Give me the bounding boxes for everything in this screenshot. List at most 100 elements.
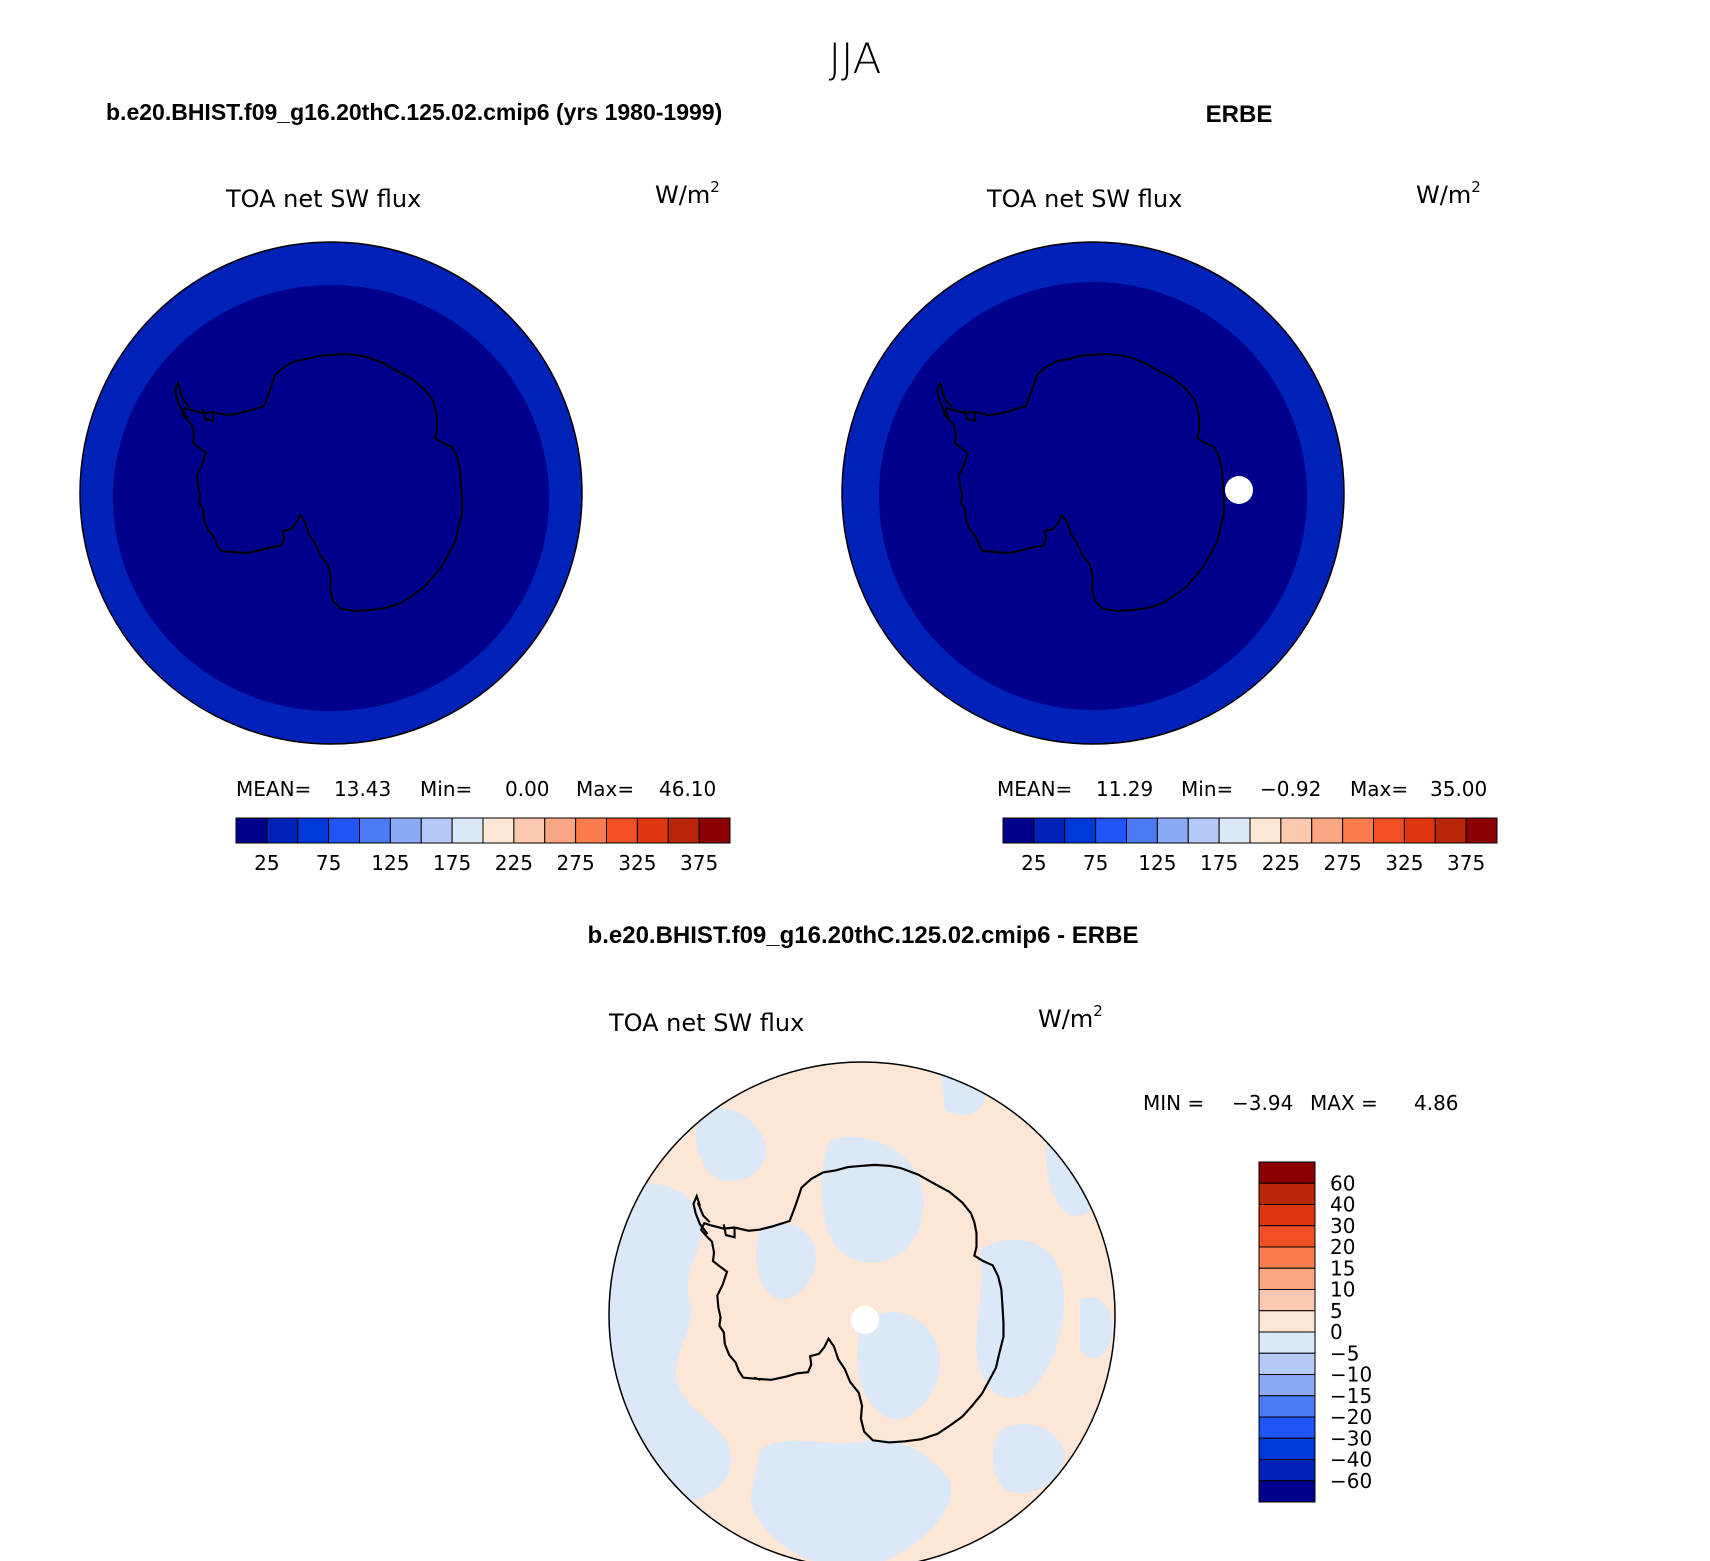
colorbar-model-swatch [451,817,484,844]
map-obs [842,242,1344,744]
colorbar-obs-swatch [1095,817,1127,844]
colorbar-model-swatch [420,817,453,844]
panel-model: b.e20.BHIST.f09_g16.20thC.125.02.cmip6 (… [79,99,731,875]
colorbar-diff-swatch [1258,1310,1316,1333]
map-obs-pole-hole [1225,476,1253,504]
colorbar-obs-swatch [1342,817,1374,844]
colorbar-model-swatch [513,817,546,844]
colorbar-obs-tick-label: 175 [1200,851,1238,875]
colorbar-diff-swatch [1258,1182,1316,1205]
colorbar-model-swatch [698,817,731,844]
colorbar-model-swatch [297,817,330,844]
map-model [80,242,582,744]
figure-title: JJA [829,34,882,83]
colorbar-model-swatch [482,817,515,844]
colorbar-diff-tick-label: 20 [1330,1235,1355,1259]
colorbar-diff-swatch [1258,1352,1316,1375]
panel-diff-variable: TOA net SW flux [608,1009,804,1037]
map-diff-pole-hole [851,1306,879,1334]
colorbar-obs-swatch [1465,817,1498,844]
colorbar-model-swatch [544,817,577,844]
colorbar-model-tick-label: 125 [371,851,409,875]
colorbar-diff-tick-label: −5 [1330,1341,1359,1365]
colorbar-diff-swatch [1258,1480,1316,1503]
colorbar-diff-swatch [1258,1416,1316,1439]
colorbar-model-swatch [636,817,669,844]
colorbar-model-tick-label: 175 [433,851,471,875]
colorbar-diff-swatch [1258,1204,1316,1227]
colorbar-obs-tick-label: 125 [1138,851,1176,875]
colorbar-obs-tick-label: 275 [1324,851,1362,875]
colorbar-obs-tick-label: 325 [1385,851,1423,875]
colorbar-model-tick-label: 325 [618,851,656,875]
colorbar-obs-swatch [1033,817,1066,844]
colorbar-diff-tick-label: 40 [1330,1193,1355,1217]
colorbar-obs-swatch [1126,817,1158,844]
panel-model-stats: MEAN= 13.43 Min= 0.00 Max= 46.10 [236,777,716,801]
panel-obs: ERBE TOA net SW flux W/m2 MEAN= 11.29 Mi… [841,101,1498,875]
map-diff-boundary [608,1061,1116,1561]
colorbar-obs-swatch [1373,817,1405,844]
panel-diff: b.e20.BHIST.f09_g16.20thC.125.02.cmip6 -… [588,922,1459,1561]
colorbar-obs-tick-label: 225 [1262,851,1300,875]
colorbar-obs-swatch [1156,817,1189,844]
map-model-boundary [79,241,583,745]
panel-obs-stats: MEAN= 11.29 Min= −0.92 Max= 35.00 [997,777,1487,801]
map-diff [609,1062,1115,1561]
colorbar-diff-swatch [1258,1225,1316,1248]
colorbar-diff-tick-label: −15 [1330,1384,1372,1408]
panel-diff-units: W/m2 [1038,1002,1103,1033]
panel-model-header: b.e20.BHIST.f09_g16.20thC.125.02.cmip6 (… [106,99,722,125]
colorbar-diff-swatch [1258,1437,1316,1460]
colorbar-obs-tick-label: 75 [1083,851,1108,875]
colorbar-obs-swatch [1434,817,1467,844]
colorbar-diff-swatch [1258,1267,1316,1290]
panel-obs-units: W/m2 [1416,178,1481,209]
colorbar-diff-swatch [1258,1161,1316,1184]
colorbar-obs-swatch [1280,817,1313,844]
panel-obs-header: ERBE [1206,101,1273,128]
panel-obs-variable: TOA net SW flux [986,185,1182,213]
colorbar-obs-swatch [1311,817,1344,844]
colorbar-obs-tick-label: 375 [1447,851,1485,875]
panel-model-variable: TOA net SW flux [225,185,421,213]
colorbar-obs-swatch [1187,817,1220,844]
colorbar-obs-swatch [1249,817,1282,844]
colorbar-obs-swatch [1002,817,1035,844]
map-obs-interior [879,282,1307,710]
colorbar-model-swatch [266,817,299,844]
colorbar-diff-tick-label: −40 [1330,1448,1372,1472]
colorbar-diff-tick-label: 15 [1330,1256,1355,1280]
colorbar-model-swatch [328,817,360,844]
colorbar-diff-tick-label: 10 [1330,1278,1355,1302]
colorbar-diff-tick-label: 60 [1330,1171,1355,1195]
colorbar-model-tick-label: 225 [495,851,533,875]
colorbar-model-tick-label: 25 [254,851,279,875]
colorbar-diff-swatch [1258,1289,1316,1312]
panel-model-units: W/m2 [655,178,720,209]
panel-diff-header: b.e20.BHIST.f09_g16.20thC.125.02.cmip6 -… [588,922,1139,949]
colorbar-diff-tick-label: −20 [1330,1405,1372,1429]
colorbar-model-swatch [359,817,391,844]
colorbar-diff-swatch [1258,1246,1316,1269]
colorbar-diff-swatch [1258,1459,1316,1482]
colorbar-model-swatch [389,817,422,844]
colorbar-diff-tick-label: −10 [1330,1363,1372,1387]
colorbar-model: 25 75 125 175 225 275 325 375 [235,817,731,875]
colorbar-model-swatch [667,817,700,844]
colorbar-diff-tick-label: 5 [1330,1299,1343,1323]
colorbar-model-tick-label: 375 [680,851,718,875]
colorbar-diff-swatch [1258,1374,1316,1397]
map-obs-boundary [841,241,1345,745]
colorbar-obs-swatch [1218,817,1251,844]
colorbar-model-swatch [606,817,638,844]
colorbar-model-tick-label: 75 [316,851,341,875]
map-model-interior [113,285,549,711]
colorbar-diff-swatch [1258,1395,1316,1418]
map-diff-negative-regions [609,1062,1113,1561]
panel-diff-stats: MIN = −3.94 MAX = 4.86 [1143,1091,1459,1115]
colorbar-model-tick-label: 275 [557,851,595,875]
colorbar-model-swatch [235,817,268,844]
